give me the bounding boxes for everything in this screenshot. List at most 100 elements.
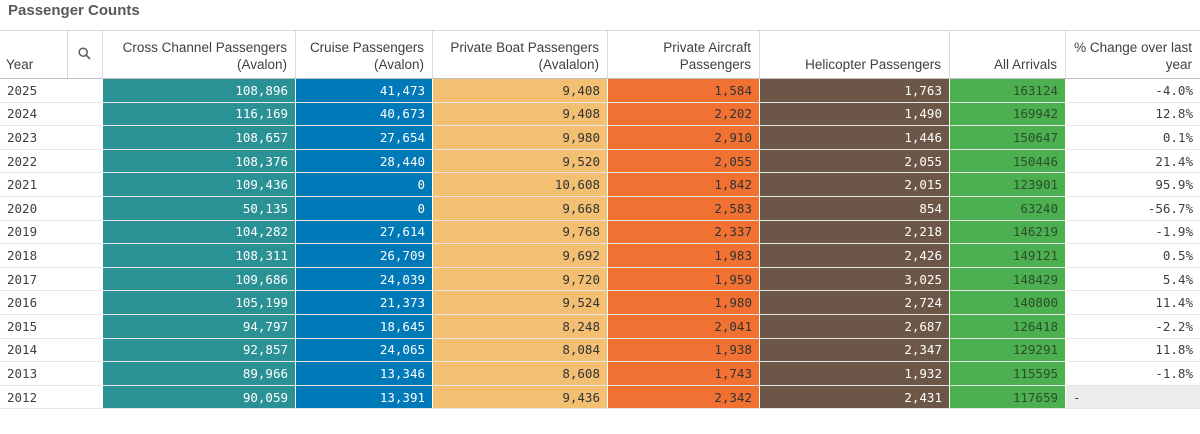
cell-heli[interactable]: 2,347 xyxy=(760,338,950,362)
cell-cruise[interactable]: 26,709 xyxy=(296,244,433,267)
cell-air[interactable]: 1,743 xyxy=(608,362,760,385)
column-header-year[interactable]: Year xyxy=(0,31,68,78)
cell-boat[interactable]: 9,692 xyxy=(433,244,608,267)
cell-air[interactable]: 1,584 xyxy=(608,79,760,102)
cell-boat[interactable]: 9,668 xyxy=(433,196,608,220)
cell-boat[interactable]: 9,980 xyxy=(433,126,608,149)
cell-pct[interactable]: 11.8% xyxy=(1155,342,1193,358)
cell-cross[interactable]: 104,282 xyxy=(103,220,296,244)
cell-all[interactable]: 146219 xyxy=(950,220,1066,244)
cell-heli[interactable]: 2,015 xyxy=(760,173,950,196)
table-row[interactable]: 2024 116,169 40,673 9,408 2,202 1,490 169942 12… xyxy=(0,102,1200,127)
cell-pct[interactable]: 11.4% xyxy=(1155,295,1193,311)
cell-cruise[interactable]: 27,654 xyxy=(296,126,433,149)
cell-air[interactable]: 2,337 xyxy=(608,220,760,244)
column-header-cruise[interactable]: Cruise Passengers (Avalon) xyxy=(296,31,433,78)
cell-air[interactable]: 1,842 xyxy=(608,173,760,196)
cell-cross[interactable]: 108,376 xyxy=(103,149,296,173)
cell-pct[interactable]: -1.8% xyxy=(1155,365,1193,381)
column-header-all-arrivals[interactable]: All Arrivals xyxy=(950,31,1066,78)
table-row[interactable]: 2016 105,199 21,373 9,524 1,980 2,724 140800 11… xyxy=(0,291,1200,315)
cell-boat[interactable]: 9,520 xyxy=(433,149,608,173)
cell-all[interactable]: 150647 xyxy=(950,126,1066,149)
cell-pct[interactable]: - xyxy=(1066,385,1200,409)
cell-year[interactable]: 2016 xyxy=(7,295,38,311)
cell-cross[interactable]: 50,135 xyxy=(103,196,296,220)
cell-all[interactable]: 169942 xyxy=(950,102,1066,126)
cell-year[interactable]: 2024 xyxy=(7,106,38,122)
cell-cross[interactable]: 108,311 xyxy=(103,244,296,267)
cell-pct[interactable]: 0.5% xyxy=(1162,247,1193,263)
cell-boat[interactable]: 8,608 xyxy=(433,362,608,385)
search-button[interactable] xyxy=(68,31,103,78)
cell-year[interactable]: 2021 xyxy=(7,177,38,193)
cell-cross[interactable]: 94,797 xyxy=(103,314,296,338)
cell-all[interactable]: 117659 xyxy=(950,385,1066,409)
cell-cross[interactable]: 108,896 xyxy=(103,79,296,102)
column-header-helicopter[interactable]: Helicopter Passengers xyxy=(760,31,950,78)
column-header-cross-channel[interactable]: Cross Channel Passengers (Avalon) xyxy=(103,31,296,78)
cell-boat[interactable]: 9,768 xyxy=(433,220,608,244)
cell-heli[interactable]: 1,446 xyxy=(760,126,950,149)
cell-air[interactable]: 2,055 xyxy=(608,149,760,173)
cell-year[interactable]: 2015 xyxy=(7,318,38,334)
cell-air[interactable]: 2,342 xyxy=(608,385,760,409)
cell-cruise[interactable]: 13,346 xyxy=(296,362,433,385)
cell-pct[interactable]: -1.9% xyxy=(1155,224,1193,240)
cell-air[interactable]: 2,910 xyxy=(608,126,760,149)
column-header-private-aircraft[interactable]: Private Aircraft Passengers xyxy=(608,31,760,78)
cell-all[interactable]: 148429 xyxy=(950,267,1066,291)
cell-year[interactable]: 2012 xyxy=(7,389,38,405)
cell-pct[interactable]: -56.7% xyxy=(1147,200,1193,216)
cell-year[interactable]: 2019 xyxy=(7,224,38,240)
cell-year[interactable]: 2017 xyxy=(7,271,38,287)
cell-cruise[interactable]: 24,065 xyxy=(296,338,433,362)
cell-heli[interactable]: 2,687 xyxy=(760,314,950,338)
table-row[interactable]: 2018 108,311 26,709 9,692 1,983 2,426 149121 0.… xyxy=(0,244,1200,268)
cell-cruise[interactable]: 24,039 xyxy=(296,267,433,291)
column-header-pct-change[interactable]: % Change over last year xyxy=(1066,31,1200,78)
cell-pct[interactable]: 12.8% xyxy=(1155,106,1193,122)
cell-all[interactable]: 149121 xyxy=(950,244,1066,267)
table-row[interactable]: 2023 108,657 27,654 9,980 2,910 1,446 150647 0.… xyxy=(0,126,1200,150)
cell-heli[interactable]: 2,431 xyxy=(760,385,950,409)
cell-heli[interactable]: 2,055 xyxy=(760,149,950,173)
cell-pct[interactable]: 5.4% xyxy=(1162,271,1193,287)
cell-pct[interactable]: 95.9% xyxy=(1155,177,1193,193)
cell-all[interactable]: 129291 xyxy=(950,338,1066,362)
cell-air[interactable]: 2,041 xyxy=(608,314,760,338)
cell-air[interactable]: 1,959 xyxy=(608,267,760,291)
cell-air[interactable]: 2,202 xyxy=(608,102,760,126)
cell-heli[interactable]: 854 xyxy=(760,196,950,220)
cell-pct[interactable]: 21.4% xyxy=(1155,153,1193,169)
cell-boat[interactable]: 9,408 xyxy=(433,79,608,102)
cell-heli[interactable]: 2,724 xyxy=(760,291,950,314)
cell-heli[interactable]: 3,025 xyxy=(760,267,950,291)
table-row[interactable]: 2020 50,135 0 9,668 2,583 854 63240 -56.7% xyxy=(0,196,1200,221)
cell-air[interactable]: 2,583 xyxy=(608,196,760,220)
cell-pct[interactable]: 0.1% xyxy=(1162,129,1193,145)
table-row[interactable]: 2014 92,857 24,065 8,084 1,938 2,347 129291 11.… xyxy=(0,338,1200,363)
cell-year[interactable]: 2023 xyxy=(7,129,38,145)
cell-cruise[interactable]: 41,473 xyxy=(296,79,433,102)
cell-pct[interactable]: -4.0% xyxy=(1155,82,1193,98)
cell-year[interactable]: 2025 xyxy=(7,82,38,98)
cell-all[interactable]: 115595 xyxy=(950,362,1066,385)
cell-pct[interactable]: -2.2% xyxy=(1155,318,1193,334)
cell-all[interactable]: 126418 xyxy=(950,314,1066,338)
cell-year[interactable]: 2018 xyxy=(7,247,38,263)
cell-cruise[interactable]: 0 xyxy=(296,196,433,220)
table-row[interactable]: 2022 108,376 28,440 9,520 2,055 2,055 150446 21… xyxy=(0,149,1200,174)
cell-all[interactable]: 163124 xyxy=(950,79,1066,102)
cell-heli[interactable]: 2,426 xyxy=(760,244,950,267)
cell-all[interactable]: 63240 xyxy=(950,196,1066,220)
cell-cross[interactable]: 109,686 xyxy=(103,267,296,291)
cell-year[interactable]: 2022 xyxy=(7,153,38,169)
table-row[interactable]: 2012 90,059 13,391 9,436 2,342 2,431 117659- xyxy=(0,385,1200,410)
table-row[interactable]: 2025 108,896 41,473 9,408 1,584 1,763 163124 -4… xyxy=(0,79,1200,103)
cell-cross[interactable]: 109,436 xyxy=(103,173,296,196)
cell-cross[interactable]: 92,857 xyxy=(103,338,296,362)
cell-all[interactable]: 140800 xyxy=(950,291,1066,314)
cell-cruise[interactable]: 40,673 xyxy=(296,102,433,126)
cell-boat[interactable]: 8,084 xyxy=(433,338,608,362)
